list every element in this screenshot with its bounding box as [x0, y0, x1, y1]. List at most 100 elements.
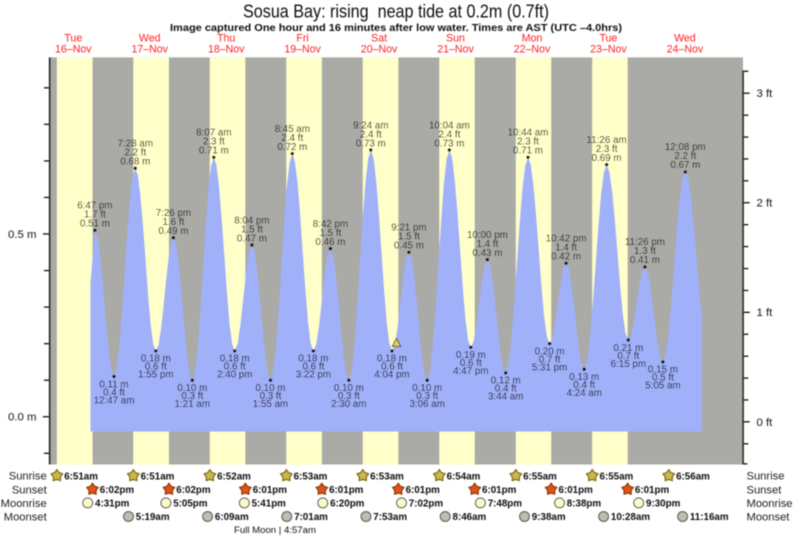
svg-text:9:24 am: 9:24 am	[353, 120, 388, 131]
svg-text:24–Nov: 24–Nov	[667, 44, 704, 56]
svg-text:8:04 pm: 8:04 pm	[234, 215, 269, 226]
svg-text:21–Nov: 21–Nov	[437, 44, 474, 56]
svg-text:22–Nov: 22–Nov	[514, 44, 551, 56]
svg-text:0.3 ft: 0.3 ft	[416, 391, 438, 402]
svg-text:0.10 m: 0.10 m	[177, 383, 207, 394]
svg-text:10:44 am: 10:44 am	[508, 128, 549, 139]
svg-text:4:24 am: 4:24 am	[566, 388, 601, 399]
svg-text:7:01am: 7:01am	[294, 512, 328, 523]
svg-text:0.73 m: 0.73 m	[434, 138, 464, 149]
svg-text:Sat: Sat	[371, 33, 387, 45]
svg-text:7:26 pm: 7:26 pm	[156, 208, 191, 219]
svg-text:0.42 m: 0.42 m	[551, 252, 581, 263]
svg-text:6:52am: 6:52am	[217, 471, 251, 482]
svg-text:0.71 m: 0.71 m	[513, 146, 543, 157]
svg-text:0.6 ft: 0.6 ft	[145, 362, 167, 373]
svg-text:6:01pm: 6:01pm	[406, 485, 441, 496]
svg-text:5:05pm: 5:05pm	[173, 499, 208, 510]
svg-text:Thu: Thu	[217, 33, 235, 45]
svg-text:0.10 m: 0.10 m	[412, 383, 442, 394]
svg-text:0.7 ft: 0.7 ft	[539, 354, 561, 365]
svg-text:6:01pm: 6:01pm	[253, 485, 288, 496]
svg-text:2.3 ft: 2.3 ft	[203, 137, 225, 148]
svg-text:Moonrise: Moonrise	[747, 498, 793, 510]
svg-text:Tue: Tue	[64, 33, 82, 45]
svg-text:0.13 m: 0.13 m	[569, 372, 599, 383]
svg-text:0.21 m: 0.21 m	[613, 343, 643, 354]
svg-text:Wed: Wed	[139, 33, 161, 45]
svg-text:7:53am: 7:53am	[373, 512, 407, 523]
svg-text:9:38am: 9:38am	[532, 512, 566, 523]
svg-text:0.5 ft: 0.5 ft	[652, 373, 674, 384]
svg-text:4:47 pm: 4:47 pm	[453, 366, 488, 377]
svg-text:0.18 m: 0.18 m	[141, 354, 171, 365]
svg-text:0.6 ft: 0.6 ft	[381, 362, 403, 373]
svg-text:19–Nov: 19–Nov	[284, 44, 321, 56]
svg-text:6:20pm: 6:20pm	[330, 499, 365, 510]
svg-text:1.6 ft: 1.6 ft	[163, 217, 185, 228]
svg-text:1.4 ft: 1.4 ft	[555, 243, 577, 254]
svg-text:0.73 m: 0.73 m	[356, 138, 386, 149]
svg-text:6:09am: 6:09am	[215, 512, 249, 523]
svg-text:20–Nov: 20–Nov	[361, 44, 398, 56]
svg-text:0.5 m: 0.5 m	[8, 229, 37, 241]
svg-text:0.4 ft: 0.4 ft	[573, 380, 595, 391]
svg-text:0.72 m: 0.72 m	[277, 142, 307, 153]
svg-text:7:28 am: 7:28 am	[118, 139, 153, 150]
svg-text:1.5 ft: 1.5 ft	[241, 224, 263, 235]
svg-text:Wed: Wed	[674, 33, 696, 45]
svg-text:6:15 pm: 6:15 pm	[611, 359, 646, 370]
svg-text:0.45 m: 0.45 m	[394, 241, 424, 252]
svg-text:2 ft: 2 ft	[757, 198, 774, 210]
svg-text:9:30pm: 9:30pm	[646, 499, 681, 510]
svg-text:8:38pm: 8:38pm	[567, 499, 602, 510]
svg-text:1 ft: 1 ft	[757, 307, 774, 319]
svg-text:0.10 m: 0.10 m	[256, 383, 286, 394]
svg-text:Moonrise: Moonrise	[1, 498, 47, 510]
svg-text:2.4 ft: 2.4 ft	[439, 129, 461, 140]
svg-text:0.41 m: 0.41 m	[630, 255, 660, 266]
svg-text:4:04 pm: 4:04 pm	[374, 370, 409, 381]
svg-text:0.18 m: 0.18 m	[220, 354, 250, 365]
svg-text:6:02pm: 6:02pm	[176, 485, 211, 496]
svg-text:0.3 ft: 0.3 ft	[338, 391, 360, 402]
svg-text:6:56am: 6:56am	[676, 471, 710, 482]
svg-text:0.71 m: 0.71 m	[199, 146, 229, 157]
svg-text:7:48pm: 7:48pm	[488, 499, 523, 510]
svg-text:0.3 ft: 0.3 ft	[181, 391, 203, 402]
svg-text:0 ft: 0 ft	[757, 417, 774, 429]
svg-text:0.43 m: 0.43 m	[472, 248, 502, 259]
svg-text:0.11 m: 0.11 m	[99, 379, 128, 390]
svg-text:0.20 m: 0.20 m	[535, 346, 565, 357]
svg-text:10:04 am: 10:04 am	[429, 120, 470, 131]
svg-text:0.18 m: 0.18 m	[377, 354, 407, 365]
svg-text:2.2 ft: 2.2 ft	[124, 148, 146, 159]
svg-text:0.4 ft: 0.4 ft	[103, 387, 125, 398]
svg-text:2.2 ft: 2.2 ft	[674, 151, 696, 162]
svg-text:9:21 pm: 9:21 pm	[391, 223, 426, 234]
svg-text:5:19am: 5:19am	[136, 512, 170, 523]
svg-text:0.6 ft: 0.6 ft	[224, 362, 246, 373]
svg-text:Moonset: Moonset	[4, 512, 48, 524]
svg-text:6:01pm: 6:01pm	[329, 485, 364, 496]
svg-text:1.5 ft: 1.5 ft	[320, 228, 342, 239]
svg-text:0.3 ft: 0.3 ft	[260, 391, 282, 402]
svg-text:Full Moon | 4:57am: Full Moon | 4:57am	[234, 525, 316, 536]
svg-text:10:00 pm: 10:00 pm	[467, 230, 508, 241]
svg-text:8:45 am: 8:45 am	[275, 124, 310, 135]
svg-text:0.19 m: 0.19 m	[456, 350, 486, 361]
svg-text:0.18 m: 0.18 m	[298, 354, 328, 365]
svg-text:11:16am: 11:16am	[690, 512, 729, 523]
svg-text:3:44 am: 3:44 am	[488, 392, 523, 403]
svg-text:0.67 m: 0.67 m	[670, 160, 700, 171]
svg-text:7:02pm: 7:02pm	[409, 499, 444, 510]
svg-text:Sunrise: Sunrise	[747, 471, 785, 483]
svg-text:6:55am: 6:55am	[600, 471, 634, 482]
svg-text:6:55am: 6:55am	[523, 471, 557, 482]
svg-text:10:28am: 10:28am	[611, 512, 651, 523]
svg-text:10:42 pm: 10:42 pm	[546, 234, 587, 245]
svg-text:0.15 m: 0.15 m	[648, 365, 678, 376]
svg-text:3:06 am: 3:06 am	[409, 399, 444, 410]
svg-text:Image captured One hour and 16: Image captured One hour and 16 minutes a…	[170, 23, 622, 34]
svg-text:Sunset: Sunset	[747, 484, 783, 496]
